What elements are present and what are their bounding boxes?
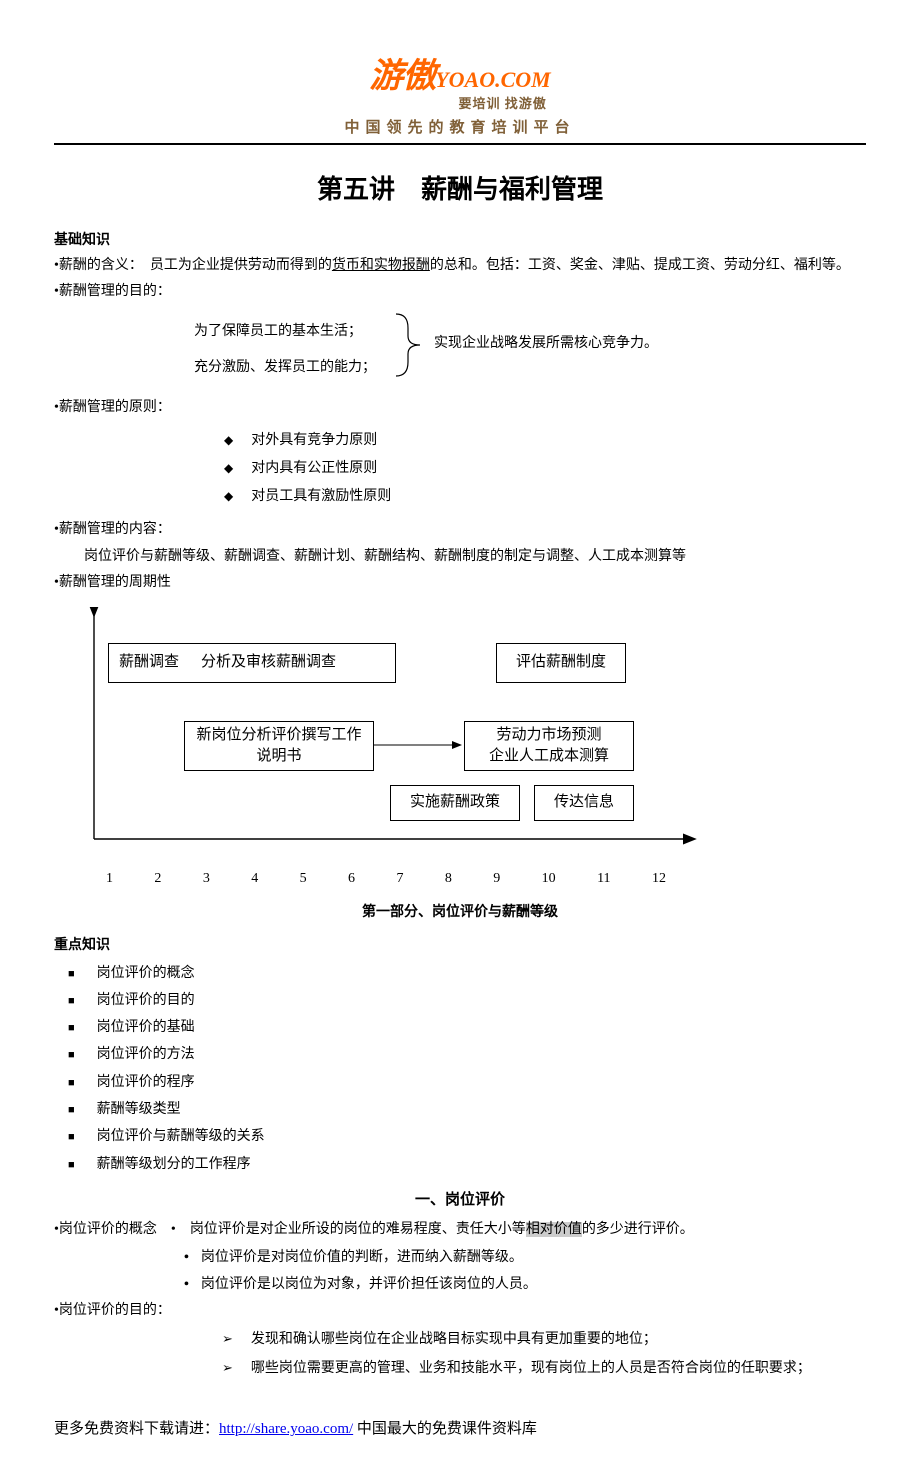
logo-cn: 游傲 <box>369 58 435 95</box>
bracket-right: 实现企业战略发展所需核心竞争力。 <box>434 332 658 352</box>
keypoint-item: 岗位评价的程序 <box>68 1069 866 1096</box>
heading-basic: 基础知识 <box>54 226 866 253</box>
keypoint-item: 岗位评价的方法 <box>68 1041 866 1068</box>
principle-item: 对员工具有激励性原则 <box>224 483 866 511</box>
text-meaning-tail: 的总和。包括：工资、奖金、津贴、提成工资、劳动分红、福利等。 <box>430 258 850 273</box>
logo-tagline-1: 要培训 找游傲 <box>369 93 547 112</box>
tick: 2 <box>154 871 161 887</box>
concept1-b: 的多少进行评价。 <box>582 1222 694 1237</box>
keypoint-item: 薪酬等级划分的工作程序 <box>68 1151 866 1178</box>
chart-box-evaluate: 评估薪酬制度 <box>496 643 626 683</box>
text-meaning-underline: 货币和实物报酬 <box>332 258 430 273</box>
text-meaning-pre: •薪酬的含义： 员工为企业提供劳动而得到的 <box>54 258 332 273</box>
keypoint-item: 岗位评价与薪酬等级的关系 <box>68 1123 866 1150</box>
chart-box-newpos: 新岗位分析评价撰写工作说明书 <box>184 721 374 771</box>
part1-title: 第一部分、岗位评价与薪酬等级 <box>54 901 866 921</box>
tick: 5 <box>300 871 307 887</box>
tick: 6 <box>348 871 355 887</box>
logo-tagline-2: 中国领先的教育培训平台 <box>54 116 866 137</box>
keypoint-item: 薪酬等级类型 <box>68 1096 866 1123</box>
sub1-title: 一、岗位评价 <box>54 1188 866 1209</box>
tick: 9 <box>493 871 500 887</box>
tick: 3 <box>203 871 210 887</box>
purpose2: 哪些岗位需要更高的管理、业务和技能水平，现有岗位上的人员是否符合岗位的任职要求； <box>222 1354 866 1383</box>
tick: 11 <box>597 871 610 887</box>
keypoint-item: 岗位评价的概念 <box>68 960 866 987</box>
concept-row: •岗位评价的概念 • 岗位评价是对企业所设的岗位的难易程度、责任大小等相对价值的… <box>54 1217 866 1244</box>
tick: 1 <box>106 871 113 887</box>
tick: 7 <box>396 871 403 887</box>
keypoint-item: 岗位评价的目的 <box>68 987 866 1014</box>
tick: 4 <box>251 871 258 887</box>
chart-box-survey-a: 薪酬调查 <box>119 652 179 673</box>
line-content-head: •薪酬管理的内容： <box>54 517 866 544</box>
header-logo: 游傲YOAO.COM 要培训 找游傲 中国领先的教育培训平台 <box>54 48 866 137</box>
chart-ticks: 1 2 3 4 5 6 7 8 9 10 11 12 <box>106 871 666 887</box>
chart-box-forecast: 劳动力市场预测 企业人工成本测算 <box>464 721 634 771</box>
chart-box-implement: 实施薪酬政策 <box>390 785 520 821</box>
page-title: 第五讲 薪酬与福利管理 <box>54 169 866 206</box>
principle-list: 对外具有竞争力原则 对内具有公正性原则 对员工具有激励性原则 <box>224 427 866 511</box>
keypoint-item: 岗位评价的基础 <box>68 1014 866 1041</box>
footer-pre: 更多免费资料下载请进： <box>54 1421 219 1437</box>
line-meaning: •薪酬的含义： 员工为企业提供劳动而得到的货币和实物报酬的总和。包括：工资、奖金… <box>54 253 866 280</box>
concept1-a: 岗位评价是对企业所设的岗位的难易程度、责任大小等 <box>190 1222 526 1237</box>
logo-en: YOAO.COM <box>435 67 551 92</box>
footer-post: 中国最大的免费课件资料库 <box>353 1421 537 1437</box>
footer: 更多免费资料下载请进：http://share.yoao.com/ 中国最大的免… <box>54 1417 866 1438</box>
line-content-body: 岗位评价与薪酬等级、薪酬调查、薪酬计划、薪酬结构、薪酬制度的制定与调整、人工成本… <box>84 544 866 571</box>
bracket-diagram: 为了保障员工的基本生活； 充分激励、发挥员工的能力； 实现企业战略发展所需核心竞… <box>194 314 866 387</box>
purpose-head: •岗位评价的目的： <box>54 1298 866 1325</box>
footer-link[interactable]: http://share.yoao.com/ <box>219 1421 353 1437</box>
tick: 12 <box>652 871 666 887</box>
header-rule <box>54 143 866 145</box>
tick: 8 <box>445 871 452 887</box>
chart-box-forecast-a: 劳动力市场预测 <box>496 725 601 746</box>
concept-head: •岗位评价的概念 <box>54 1222 157 1237</box>
principle-item: 对外具有竞争力原则 <box>224 427 866 455</box>
heading-key: 重点知识 <box>54 931 866 958</box>
tick: 10 <box>542 871 556 887</box>
concept1-highlight: 相对价值 <box>526 1222 582 1237</box>
purpose1: 发现和确认哪些岗位在企业战略目标实现中具有更加重要的地位； <box>222 1325 866 1354</box>
chart-box-survey: 薪酬调查 分析及审核薪酬调查 <box>108 643 396 683</box>
chart-box-forecast-b: 企业人工成本测算 <box>489 746 609 767</box>
line-principle-head: •薪酬管理的原则： <box>54 395 866 422</box>
line-purpose-head: •薪酬管理的目的： <box>54 279 866 306</box>
principle-item: 对内具有公正性原则 <box>224 455 866 483</box>
bracket-bot: 充分激励、发挥员工的能力； <box>194 350 866 386</box>
cycle-chart: 薪酬调查 分析及审核薪酬调查 评估薪酬制度 新岗位分析评价撰写工作说明书 劳动力… <box>64 607 866 887</box>
chart-box-communicate: 传达信息 <box>534 785 634 821</box>
line-cycle-head: •薪酬管理的周期性 <box>54 570 866 597</box>
concept2: 岗位评价是对岗位价值的判断，进而纳入薪酬等级。 <box>184 1244 866 1271</box>
chart-box-survey-b: 分析及审核薪酬调查 <box>201 652 336 673</box>
brace-icon <box>394 312 428 378</box>
concept3: 岗位评价是以岗位为对象，并评价担任该岗位的人员。 <box>184 1271 866 1298</box>
keypoint-list: 岗位评价的概念 岗位评价的目的 岗位评价的基础 岗位评价的方法 岗位评价的程序 … <box>68 960 866 1178</box>
